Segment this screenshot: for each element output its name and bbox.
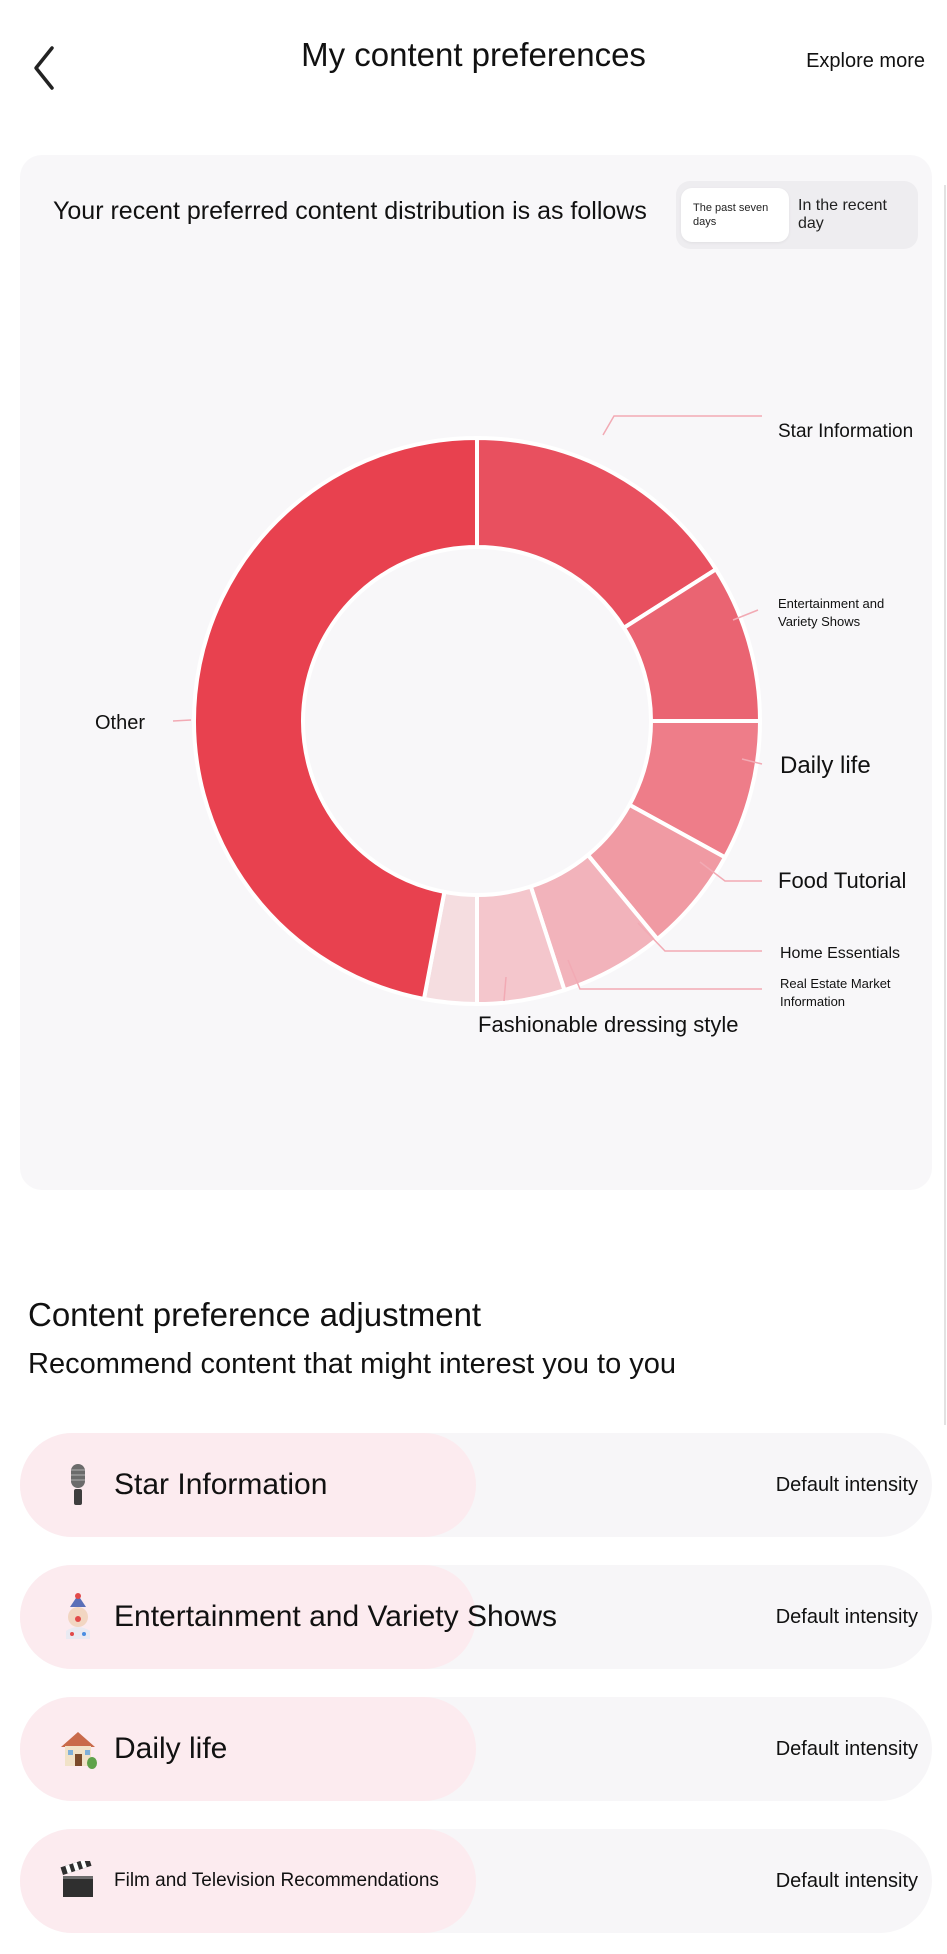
clown-icon (58, 1591, 98, 1643)
label-fashion: Fashionable dressing style (478, 1012, 738, 1037)
leader-line-home-essentials (637, 922, 762, 952)
donut-chart: Star Information Entertainment and Varie… (95, 415, 913, 1037)
chevron-left-icon (34, 46, 54, 90)
preference-level-bar (20, 1565, 476, 1669)
label-daily-life: Daily life (780, 752, 871, 779)
clapperboard-icon (58, 1855, 98, 1907)
preference-row-film-tv[interactable]: Film and Television Recommendations Defa… (20, 1829, 932, 1933)
leader-line-other (172, 719, 192, 722)
preference-intensity[interactable]: Default intensity (775, 1473, 918, 1496)
toggle-past-seven-days-label: The past seven days (693, 202, 769, 228)
toggle-recent-day[interactable]: In the recent day (798, 197, 887, 232)
distribution-card: Your recent preferred content distributi… (20, 155, 932, 1190)
leader-line-food-tutorial (699, 861, 762, 882)
page-title: My content preferences (301, 36, 646, 73)
preference-intensity[interactable]: Default intensity (775, 1869, 918, 1892)
label-real-estate-line2: Information (780, 994, 845, 1009)
preference-intensity[interactable]: Default intensity (775, 1737, 918, 1760)
label-entertainment-line2: Variety Shows (778, 614, 861, 629)
label-star-information: Star Information (778, 421, 913, 442)
house-icon (58, 1723, 98, 1775)
explore-more-link[interactable]: Explore more (806, 50, 925, 72)
preference-row-daily-life[interactable]: Daily life Default intensity (20, 1697, 932, 1801)
leader-line-fashion (503, 976, 507, 1002)
back-button[interactable] (24, 40, 68, 96)
preference-level-bar (20, 1829, 476, 1933)
microphone-icon (58, 1459, 98, 1511)
header: My content preferences Explore more (0, 0, 947, 130)
leader-line-entertainment (732, 609, 759, 621)
label-entertainment-line1: Entertainment and (778, 596, 884, 611)
label-other: Other (95, 712, 145, 734)
preference-label: Film and Television Recommendations (114, 1870, 439, 1891)
preference-row-star-information[interactable]: Star Information Default intensity (20, 1433, 932, 1537)
scrollbar[interactable] (944, 185, 946, 1425)
adjustment-title: Content preference adjustment (28, 1296, 482, 1333)
adjustment-subtitle: Recommend content that might interest yo… (28, 1348, 677, 1380)
preference-level-bar (20, 1433, 476, 1537)
label-real-estate-line1: Real Estate Market (780, 976, 891, 991)
leader-line-real-estate (567, 959, 762, 990)
preference-intensity[interactable]: Default intensity (775, 1605, 918, 1628)
leader-line-daily-life (741, 758, 763, 765)
preference-row-entertainment[interactable]: Entertainment and Variety Shows Default … (20, 1565, 932, 1669)
preference-label: Star Information (114, 1468, 328, 1501)
time-range-toggle: The past seven days In the recent day (676, 181, 918, 249)
donut-slice-other (192, 435, 479, 1002)
preference-level-bar (20, 1697, 476, 1801)
leader-line-star-information (602, 415, 762, 436)
distribution-title: Your recent preferred content distributi… (53, 197, 647, 225)
preference-label: Daily life (114, 1732, 228, 1765)
toggle-past-seven-days[interactable]: The past seven days (681, 188, 789, 242)
donut-slice-star-information (475, 435, 719, 631)
label-home-essentials: Home Essentials (780, 945, 900, 962)
preference-label: Entertainment and Variety Shows (114, 1600, 558, 1633)
label-food-tutorial: Food Tutorial (778, 868, 906, 893)
